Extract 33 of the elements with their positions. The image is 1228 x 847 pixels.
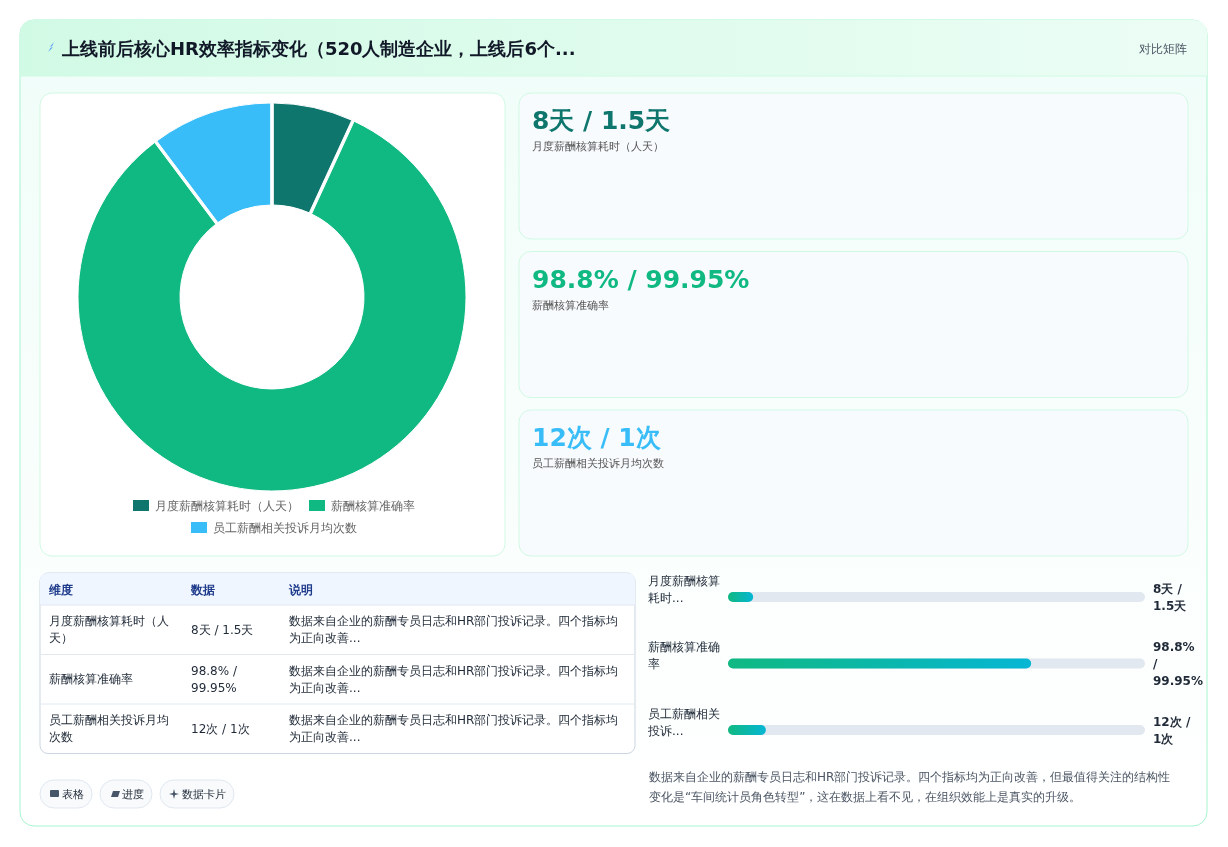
text: 12次 / 1次 [191, 721, 250, 736]
category-label: 维度 [48, 583, 73, 597]
text: 12次 / 1次 [532, 423, 662, 452]
y-tick-label: 员工薪酬相关投诉... [647, 706, 720, 738]
text: 8天 / 1.5天 [1153, 581, 1188, 613]
legend-label: 月度薪酬核算耗时（人天） [155, 499, 299, 513]
text: 月度薪酬核算耗时（人天） [49, 614, 169, 646]
text: 上线前后核心HR效率指标变化（520人制造企业，上线后6个... [61, 38, 576, 59]
category-label: 说明 [288, 583, 313, 597]
text: 8天 / 1.5天 [191, 622, 254, 637]
text: 薪酬核算准确率 [532, 298, 609, 312]
text: 98.8% / 99.95% [191, 663, 237, 695]
text: 员工薪酬相关投诉月均次数 [532, 457, 664, 470]
text: 数据卡片 [182, 788, 226, 801]
text: 数据来自企业的薪酬专员日志和HR部门投诉记录。四个指标均为正向改善... [289, 713, 619, 745]
text: 员工薪酬相关投诉月均次数 [49, 713, 169, 745]
text: 8天 / 1.5天 [532, 106, 671, 135]
text: 月度薪酬核算耗时（人天） [532, 140, 664, 153]
text: 数据来自企业的薪酬专员日志和HR部门投诉记录。四个指标均为正向改善... [289, 663, 619, 695]
text: 12次 / 1次 [1153, 714, 1191, 746]
text: 数据来自企业的薪酬专员日志和HR部门投诉记录。四个指标均为正向改善... [289, 614, 619, 646]
legend-label: 薪酬核算准确率 [331, 499, 415, 513]
text: 进度 [122, 788, 144, 801]
text: 对比矩阵 [1139, 42, 1187, 56]
text: 98.8% / 99.95% [532, 264, 750, 294]
text: 薪酬核算准确率 [49, 672, 133, 687]
text: 数据来自企业的薪酬专员日志和HR部门投诉记录。四个指标均为正向改善，但最值得关注的结构性变化是“车间统计员角色转型”，这在数据上看不见，在组织效能上是真实的升级。 [649, 770, 1171, 804]
text: 98.8% / 99.95% [1153, 639, 1203, 688]
y-tick-label: 月度薪酬核算耗时... [648, 573, 720, 605]
category-label: 数据 [190, 583, 215, 597]
legend-label: 员工薪酬相关投诉月均次数 [213, 521, 357, 535]
text: 表格 [62, 788, 84, 801]
y-tick-label: 薪酬核算准确率 [648, 640, 720, 671]
